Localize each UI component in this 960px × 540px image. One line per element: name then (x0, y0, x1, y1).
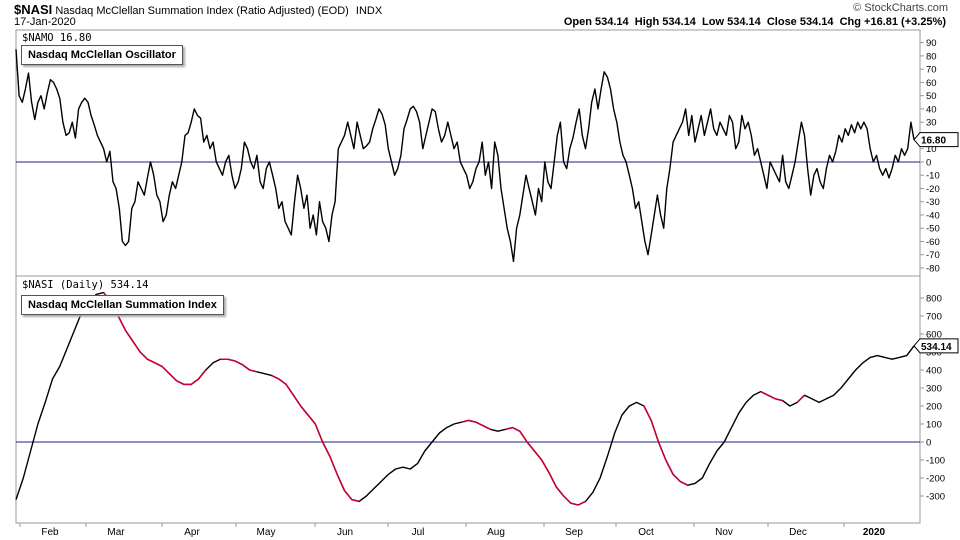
exchange: INDX (355, 5, 383, 17)
oscillator-ytick-label: -30 (926, 197, 940, 208)
x-tick-label: Jul (412, 527, 425, 538)
summation-ytick-label: 600 (926, 330, 942, 341)
oscillator-ytick-label: -50 (926, 224, 940, 235)
ohlc-readout: Open 534.14 High 534.14 Low 534.14 Close… (563, 16, 946, 28)
summation-falling-segment (220, 358, 258, 373)
summation-falling-segment (505, 426, 550, 473)
oscillator-ytick-label: 50 (926, 91, 937, 102)
summation-ytick-label: 700 (926, 312, 942, 323)
x-tick-label: Mar (107, 527, 125, 538)
summation-ytick-label: -200 (926, 474, 945, 485)
summation-falling-segment (461, 419, 491, 431)
oscillator-last-value-text: 16.80 (921, 136, 946, 147)
x-tick-label: Oct (638, 527, 654, 538)
watermark: © StockCharts.com (853, 2, 948, 14)
x-tick-label: Apr (184, 527, 200, 538)
x-tick-label: Feb (41, 527, 59, 538)
oscillator-label: Nasdaq McClellan Oscillator (21, 45, 183, 65)
oscillator-ytick-label: -10 (926, 171, 940, 182)
summation-series-line (15, 291, 915, 506)
x-tick-label: Dec (789, 527, 807, 538)
symbol: $NASI (14, 2, 53, 17)
summation-falling-segment (103, 292, 207, 386)
oscillator-ytick-label: 90 (926, 38, 937, 49)
summation-falling-segment (271, 374, 360, 503)
x-tick-label: Nov (715, 527, 733, 538)
summation-ytick-label: 0 (926, 438, 931, 449)
x-tick-label: May (257, 527, 276, 538)
x-tick-label: 2020 (863, 527, 886, 538)
summation-falling-segment (643, 405, 689, 486)
oscillator-legend: $NAMO 16.80 (20, 32, 94, 44)
oscillator-panel-frame (15, 29, 921, 277)
summation-last-value-tag: 534.14 (913, 338, 959, 354)
summation-falling-segment (796, 394, 806, 403)
summation-ytick-label: -100 (926, 456, 945, 467)
x-tick-label: Sep (565, 527, 583, 538)
summation-falling-segment (760, 390, 783, 402)
oscillator-series-line (15, 49, 915, 263)
oscillator-ytick-label: 10 (926, 144, 937, 155)
oscillator-ytick-label: 80 (926, 51, 937, 62)
summation-legend: $NASI (Daily) 534.14 (20, 279, 151, 291)
chart-header: $NASI Nasdaq McClellan Summation Index (… (14, 2, 382, 17)
oscillator-last-value-tag: 16.80 (913, 132, 959, 148)
x-tick-label: Jun (337, 527, 353, 538)
oscillator-ytick-label: -70 (926, 250, 940, 261)
oscillator-ytick-label: 70 (926, 65, 937, 76)
summation-ytick-label: 400 (926, 366, 942, 377)
oscillator-ytick-label: 30 (926, 118, 937, 129)
summation-ytick-label: 100 (926, 420, 942, 431)
oscillator-ytick-label: -60 (926, 237, 940, 248)
chart-date: 17-Jan-2020 (14, 16, 76, 28)
summation-last-value-text: 534.14 (921, 342, 952, 353)
summation-ytick-label: 300 (926, 384, 942, 395)
oscillator-ytick-label: -20 (926, 184, 940, 195)
oscillator-ytick-label: -40 (926, 210, 940, 221)
chart-title: Nasdaq McClellan Summation Index (Ratio … (55, 5, 349, 17)
oscillator-ytick-label: 40 (926, 104, 937, 115)
oscillator-ytick-label: -80 (926, 264, 940, 275)
oscillator-ytick-label: 0 (926, 157, 931, 168)
x-tick-label: Aug (487, 527, 505, 538)
summation-ytick-label: 200 (926, 402, 942, 413)
summation-falling-segment (548, 472, 586, 506)
summation-ytick-label: -300 (926, 492, 945, 503)
summation-label: Nasdaq McClellan Summation Index (21, 295, 224, 315)
oscillator-ytick-label: 60 (926, 78, 937, 89)
summation-panel-frame (15, 275, 921, 524)
summation-ytick-label: 800 (926, 294, 942, 305)
